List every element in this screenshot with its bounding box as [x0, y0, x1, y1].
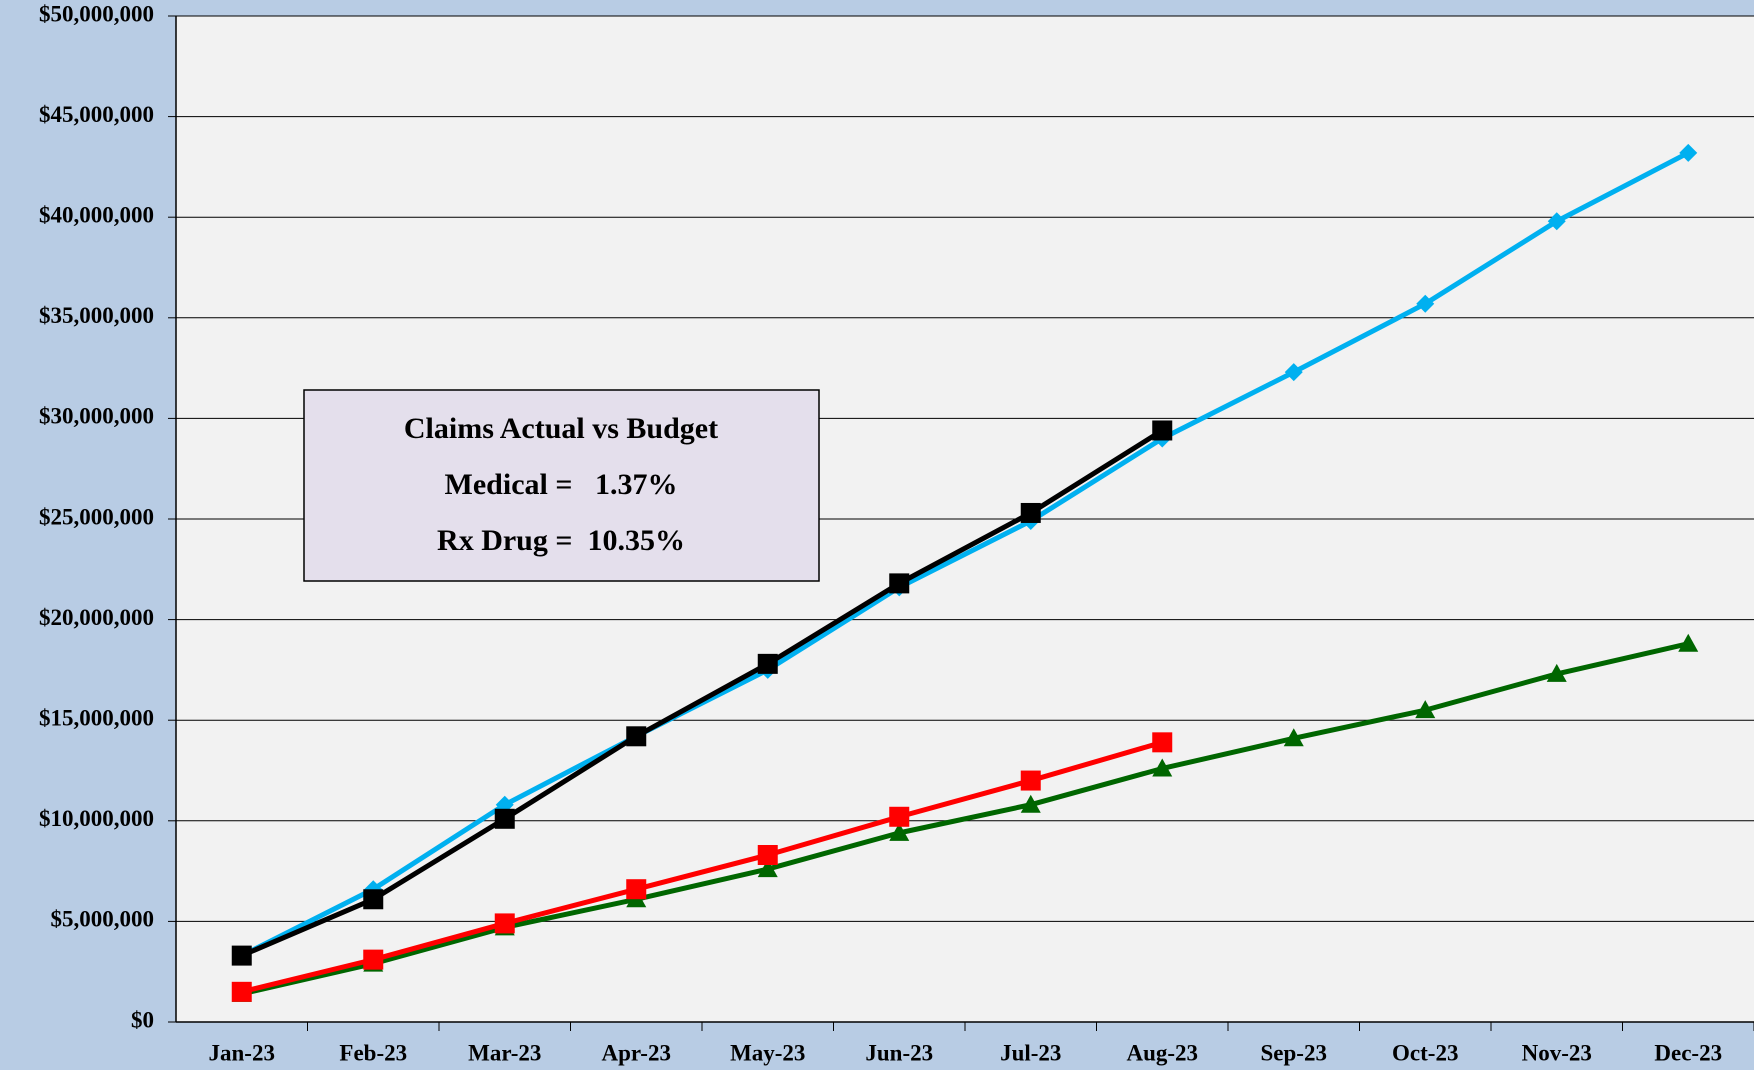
x-tick-label: Mar-23	[468, 1040, 541, 1065]
y-tick-label: $40,000,000	[39, 202, 154, 227]
point	[231, 981, 252, 1002]
point	[1152, 758, 1173, 777]
point	[1020, 770, 1041, 791]
series-line	[240, 428, 1164, 958]
x-tick-label: May-23	[730, 1040, 805, 1065]
y-tick-label: $30,000,000	[39, 404, 154, 429]
x-tick-label: Apr-23	[602, 1040, 671, 1065]
annotation-text: Rx Drug = 10.35%	[437, 524, 685, 557]
x-tick-label: Jul-23	[1000, 1040, 1061, 1065]
x-tick-label: Feb-23	[339, 1040, 407, 1065]
point	[1678, 633, 1699, 652]
x-tick-label: Jun-23	[865, 1040, 933, 1065]
y-tick-label: $45,000,000	[39, 102, 154, 127]
point	[889, 822, 910, 841]
point	[363, 889, 384, 910]
point	[1152, 732, 1173, 753]
y-tick-label: $10,000,000	[39, 806, 154, 831]
annotation-text: Claims Actual vs Budget	[404, 412, 718, 445]
point	[1283, 728, 1304, 747]
point	[1415, 700, 1436, 719]
point	[889, 806, 910, 827]
point	[757, 859, 778, 878]
y-tick-label: $35,000,000	[39, 303, 154, 328]
point	[757, 845, 778, 866]
point	[1416, 294, 1435, 313]
y-tick-label: $5,000,000	[51, 907, 155, 932]
x-tick-label: Oct-23	[1392, 1040, 1458, 1065]
x-tick-label: Sep-23	[1261, 1040, 1327, 1065]
point	[1020, 502, 1041, 523]
point	[1284, 363, 1303, 382]
x-tick-label: Jan-23	[209, 1040, 275, 1065]
point	[889, 573, 910, 594]
annotation-text: Medical = 1.37%	[445, 468, 678, 501]
point	[1020, 794, 1041, 813]
point	[626, 879, 647, 900]
point	[1546, 663, 1567, 682]
point	[1547, 212, 1566, 231]
y-tick-label: $50,000,000	[39, 1, 154, 26]
annotation: Claims Actual vs Budget Medical = 1.37% Rx…	[303, 389, 820, 582]
y-tick-label: $15,000,000	[39, 705, 154, 730]
point	[1679, 143, 1698, 162]
series-line	[240, 150, 1690, 958]
x-tick-label: Aug-23	[1126, 1040, 1198, 1065]
point	[494, 913, 515, 934]
annotation-box	[303, 389, 820, 582]
point	[494, 808, 515, 829]
y-tick-label: $20,000,000	[39, 605, 154, 630]
x-tick-label: Nov-23	[1522, 1040, 1592, 1065]
y-tick-label: $0	[131, 1007, 154, 1032]
series-line	[241, 641, 1689, 997]
point	[626, 726, 647, 747]
point	[231, 945, 252, 966]
series-line	[241, 739, 1163, 995]
x-tick-label: Dec-23	[1654, 1040, 1722, 1065]
point	[757, 653, 778, 674]
point	[363, 949, 384, 970]
point	[1152, 420, 1173, 441]
y-tick-label: $25,000,000	[39, 504, 154, 529]
